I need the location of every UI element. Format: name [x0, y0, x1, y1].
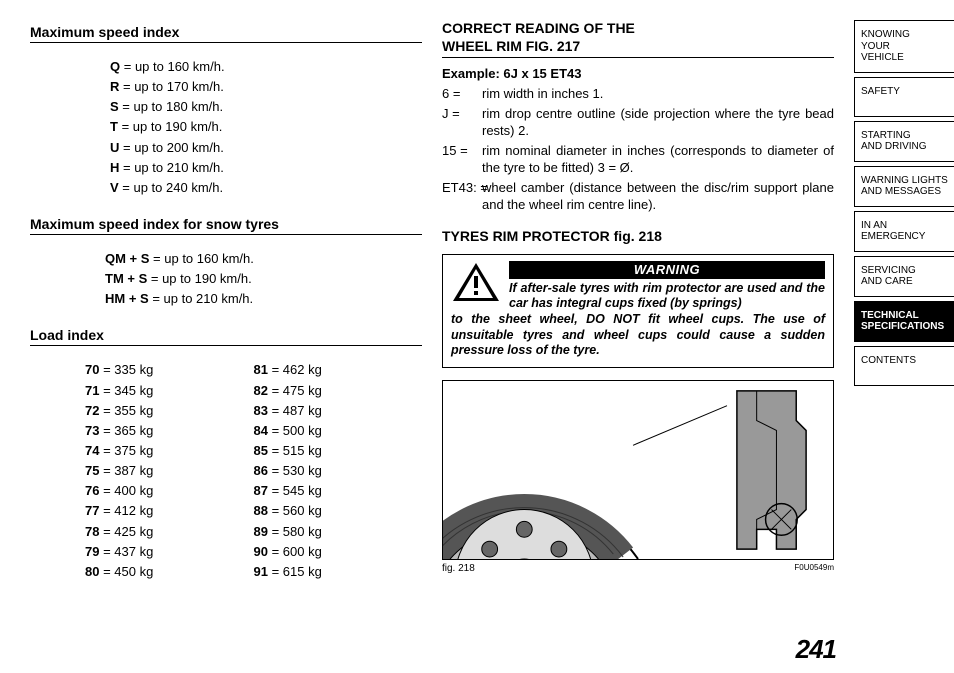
- def-val: wheel camber (distance between the disc/…: [482, 179, 834, 214]
- load-row: 90 = 600 kg: [254, 542, 423, 562]
- speed-row: T = up to 190 km/h.: [110, 117, 422, 137]
- figure-caption: fig. 218 F0U0549m: [442, 563, 834, 574]
- title-line-1: CORRECT READING OF THE: [442, 20, 635, 36]
- load-index-columns: 70 = 335 kg71 = 345 kg72 = 355 kg73 = 36…: [85, 360, 422, 582]
- side-tab[interactable]: TECHNICALSPECIFICATIONS: [854, 301, 954, 342]
- def-row: 15 =rim nominal diameter in inches (corr…: [442, 142, 834, 177]
- def-row: 6 =rim width in inches 1.: [442, 85, 834, 103]
- speed-row: Q = up to 160 km/h.: [110, 57, 422, 77]
- load-row: 72 = 355 kg: [85, 401, 254, 421]
- load-row: 83 = 487 kg: [254, 401, 423, 421]
- left-column: Maximum speed index Q = up to 160 km/h.R…: [30, 20, 437, 663]
- figure-218: [442, 380, 834, 560]
- definition-list: 6 =rim width in inches 1.J =rim drop cen…: [442, 85, 834, 214]
- snow-row: TM + S = up to 190 km/h.: [105, 269, 422, 289]
- def-val: rim width in inches 1.: [482, 85, 834, 103]
- load-row: 77 = 412 kg: [85, 501, 254, 521]
- right-column: CORRECT READING OF THE WHEEL RIM fig. 21…: [437, 20, 844, 663]
- warning-text-start: If after-sale tyres with rim protector a…: [509, 281, 825, 312]
- def-key: J =: [442, 105, 482, 140]
- tab-label: IN ANEMERGENCY: [861, 220, 925, 243]
- speed-index-list: Q = up to 160 km/h.R = up to 170 km/h.S …: [110, 57, 422, 198]
- speed-row: H = up to 210 km/h.: [110, 158, 422, 178]
- rim-reading-title: CORRECT READING OF THE WHEEL RIM fig. 21…: [442, 20, 834, 58]
- warning-title: WARNING: [509, 261, 825, 279]
- speed-row: S = up to 180 km/h.: [110, 97, 422, 117]
- speed-row: U = up to 200 km/h.: [110, 138, 422, 158]
- def-key: 15 =: [442, 142, 482, 177]
- load-row: 88 = 560 kg: [254, 501, 423, 521]
- load-row: 87 = 545 kg: [254, 481, 423, 501]
- load-row: 81 = 462 kg: [254, 360, 423, 380]
- def-val: rim drop centre outline (side projection…: [482, 105, 834, 140]
- side-tab[interactable]: KNOWINGYOURVEHICLE: [854, 20, 954, 73]
- def-key: ET43: =: [442, 179, 482, 214]
- warning-triangle-icon: [451, 261, 501, 303]
- def-row: ET43: =wheel camber (distance between th…: [442, 179, 834, 214]
- tab-label: WARNING LIGHTSAND MESSAGES: [861, 175, 948, 198]
- tab-label: KNOWINGYOURVEHICLE: [861, 29, 910, 64]
- rim-protector-title: TYRES RIM PROTECTOR fig. 218: [442, 228, 834, 244]
- load-row: 74 = 375 kg: [85, 441, 254, 461]
- title-line-2: WHEEL RIM fig. 217: [442, 38, 580, 54]
- side-tab[interactable]: WARNING LIGHTSAND MESSAGES: [854, 166, 954, 207]
- page-number: 241: [796, 634, 836, 665]
- def-key: 6 =: [442, 85, 482, 103]
- load-row: 85 = 515 kg: [254, 441, 423, 461]
- snow-tyres-list: QM + S = up to 160 km/h.TM + S = up to 1…: [105, 249, 422, 309]
- load-row: 91 = 615 kg: [254, 562, 423, 582]
- side-tab[interactable]: SERVICINGAND CARE: [854, 256, 954, 297]
- side-tab[interactable]: STARTINGAND DRIVING: [854, 121, 954, 162]
- snow-row: HM + S = up to 210 km/h.: [105, 289, 422, 309]
- figure-label: fig. 218: [442, 563, 475, 574]
- def-row: J =rim drop centre outline (side project…: [442, 105, 834, 140]
- speed-row: V = up to 240 km/h.: [110, 178, 422, 198]
- load-row: 80 = 450 kg: [85, 562, 254, 582]
- load-row: 79 = 437 kg: [85, 542, 254, 562]
- load-col-b: 81 = 462 kg82 = 475 kg83 = 487 kg84 = 50…: [254, 360, 423, 582]
- load-row: 86 = 530 kg: [254, 461, 423, 481]
- snow-row: QM + S = up to 160 km/h.: [105, 249, 422, 269]
- tab-label: CONTENTS: [861, 355, 916, 367]
- load-col-a: 70 = 335 kg71 = 345 kg72 = 355 kg73 = 36…: [85, 360, 254, 582]
- tab-label: STARTINGAND DRIVING: [861, 130, 927, 153]
- tab-label: TECHNICALSPECIFICATIONS: [861, 310, 944, 333]
- def-val: rim nominal diameter in inches (correspo…: [482, 142, 834, 177]
- warning-box: WARNING If after-sale tyres with rim pro…: [442, 254, 834, 368]
- load-row: 89 = 580 kg: [254, 522, 423, 542]
- load-row: 70 = 335 kg: [85, 360, 254, 380]
- load-row: 73 = 365 kg: [85, 421, 254, 441]
- load-row: 71 = 345 kg: [85, 381, 254, 401]
- side-tabs: KNOWINGYOURVEHICLE SAFETY STARTINGAND DRIV…: [854, 0, 954, 673]
- tab-label: SAFETY: [861, 86, 900, 98]
- example-label: Example: 6J x 15 ET43: [442, 66, 834, 81]
- load-row: 76 = 400 kg: [85, 481, 254, 501]
- warning-text-rest: to the sheet wheel, DO NOT fit wheel cup…: [451, 312, 825, 359]
- side-tab[interactable]: IN ANEMERGENCY: [854, 211, 954, 252]
- load-row: 75 = 387 kg: [85, 461, 254, 481]
- load-row: 82 = 475 kg: [254, 381, 423, 401]
- snow-tyres-title: Maximum speed index for snow tyres: [30, 216, 422, 235]
- side-tab[interactable]: CONTENTS: [854, 346, 954, 386]
- speed-row: R = up to 170 km/h.: [110, 77, 422, 97]
- tab-label: SERVICINGAND CARE: [861, 265, 916, 288]
- speed-index-title: Maximum speed index: [30, 24, 422, 43]
- side-tab[interactable]: SAFETY: [854, 77, 954, 117]
- load-row: 78 = 425 kg: [85, 522, 254, 542]
- figure-code: F0U0549m: [794, 563, 834, 574]
- load-index-title: Load index: [30, 327, 422, 346]
- load-row: 84 = 500 kg: [254, 421, 423, 441]
